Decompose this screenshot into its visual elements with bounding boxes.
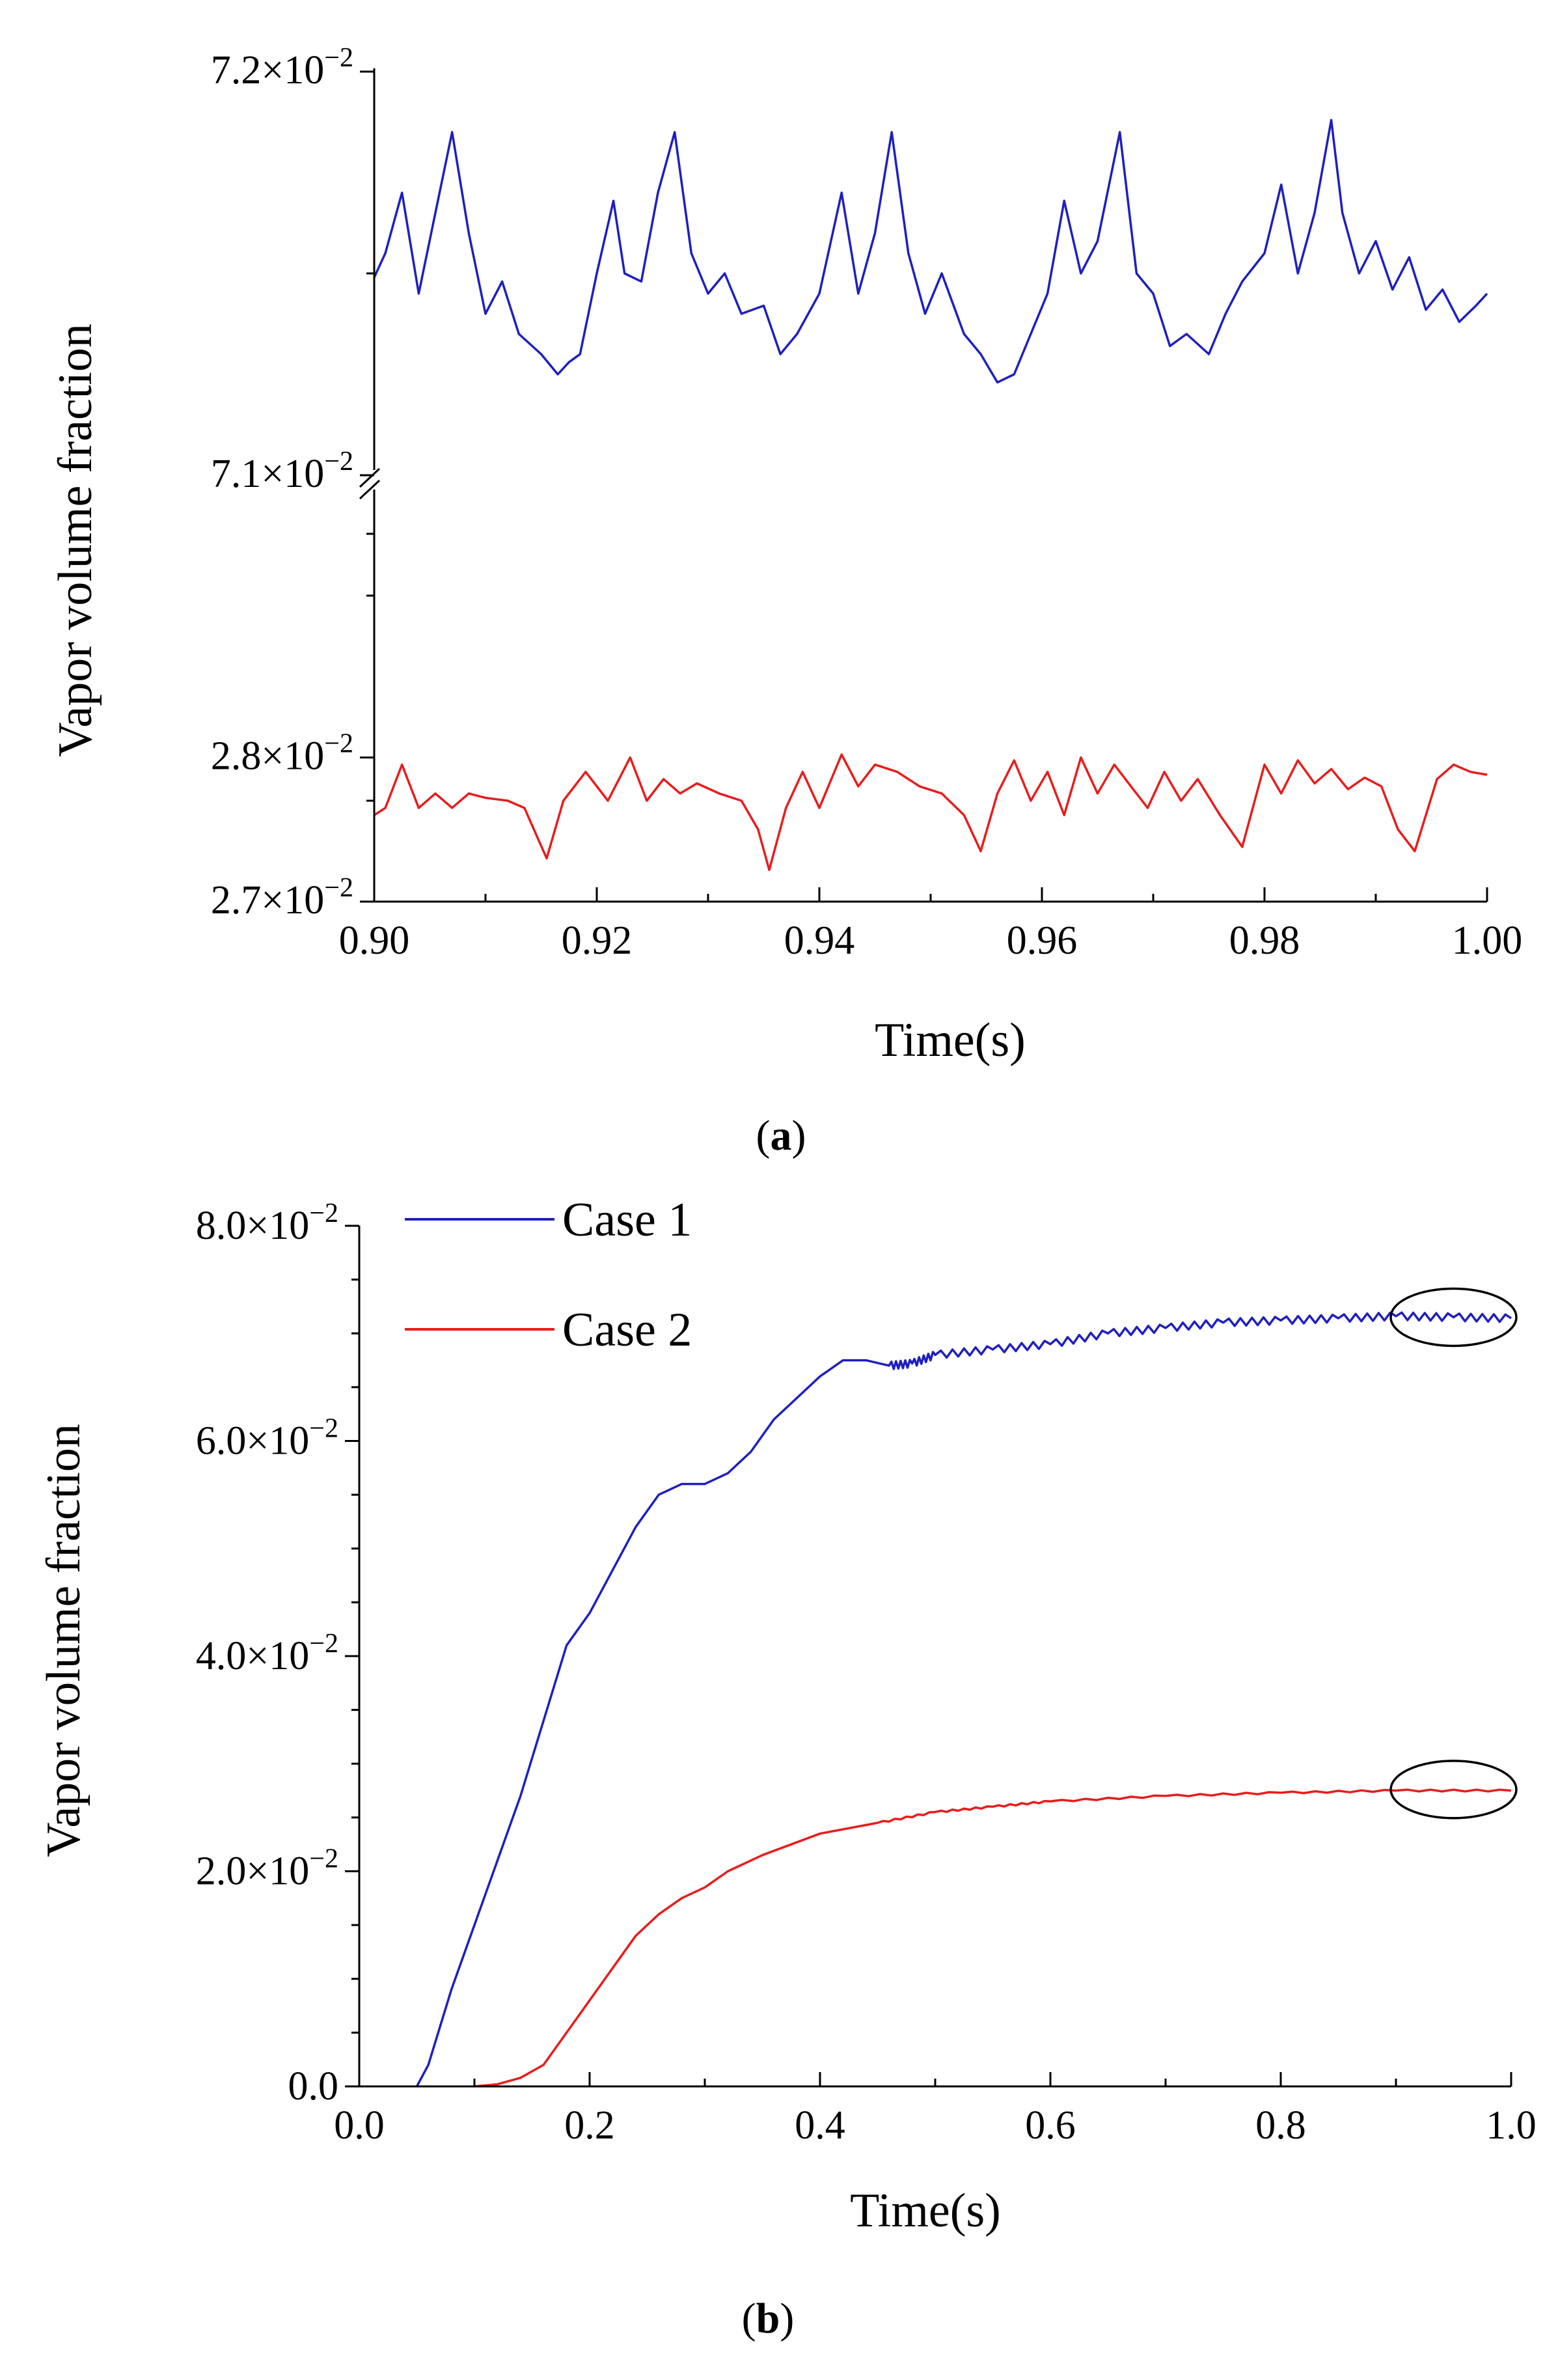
panel-a-x-tick-label: 0.98 — [1229, 919, 1300, 963]
panel-a-x-tick-label: 0.90 — [339, 919, 410, 963]
panel-a-x-tick-label: 0.94 — [784, 919, 855, 963]
panel-a-y-tick-label: 7.1×10−2 — [211, 447, 353, 496]
panel-b-highlight-ellipse-case-1 — [1389, 1287, 1518, 1348]
panel-a-series — [373, 118, 1488, 872]
panel-b-highlight-ellipse-case-2 — [1389, 1760, 1518, 1820]
panel-a-y-tick-label: 7.2×10−2 — [211, 43, 353, 92]
panel-a-axis-break-mark — [359, 479, 381, 500]
panel-b-series-case-2 — [474, 1788, 1512, 2088]
panel-a-x-axis-title: Time(s) — [875, 1014, 1026, 1067]
panel-b-x-tick-label: 0.4 — [795, 2103, 845, 2148]
panel-b-annotations — [1389, 1287, 1518, 1820]
panel-b-x-tick-label: 0.2 — [564, 2103, 615, 2148]
panel-a-axis-break-mark — [359, 467, 381, 488]
panel-b-caption: (b) — [742, 2295, 795, 2342]
panel-b-y-tick-label: 6.0×10−2 — [196, 1414, 338, 1463]
panel-b-x-tick-label: 1.0 — [1486, 2103, 1537, 2148]
panel-b-legend: Case 1 Case 2 — [405, 1193, 692, 1357]
panel-b-x-tick-label: 0.6 — [1025, 2103, 1076, 2148]
panel-a-caption: (a) — [756, 1112, 806, 1159]
panel-b-y-tick-label: 2.0×10−2 — [196, 1844, 338, 1894]
panel-a-y-tick-label: 2.7×10−2 — [211, 873, 353, 922]
panel-b: 0.0 0.2 0.4 0.6 0.8 1.0 0.0 2.0×10−2 4.0×10−2 6.0… — [37, 1193, 1537, 2342]
panel-a-axes: 0.90 0.92 0.94 0.96 0.98 1.00 7.2×10−2 7.1×10−2… — [211, 43, 1522, 963]
panel-b-x-tick-label: 0.0 — [334, 2103, 385, 2148]
panel-b-y-tick-label: 8.0×10−2 — [196, 1198, 338, 1248]
panel-a-x-tick-label: 0.96 — [1007, 919, 1078, 963]
panel-a-x-tick-label: 0.92 — [562, 919, 633, 963]
panel-a-y-tick-label: 2.8×10−2 — [211, 729, 353, 779]
panel-b-series — [415, 1311, 1512, 2088]
panel-b-x-tick-label: 0.8 — [1255, 2103, 1306, 2148]
panel-b-y-axis-title: Vapor volume fraction — [37, 1424, 90, 1857]
panel-b-y-tick-label: 4.0×10−2 — [196, 1629, 338, 1678]
panel-b-series-case-1 — [415, 1311, 1512, 2087]
panel-b-x-axis-title: Time(s) — [850, 2184, 1001, 2237]
panel-a: 0.90 0.92 0.94 0.96 0.98 1.00 7.2×10−2 7.1×10−2… — [49, 43, 1522, 1159]
panel-a-y-axis-title: Vapor volume fraction — [49, 324, 102, 757]
panel-a-series-case-1 — [373, 118, 1488, 384]
legend-label-case-1: Case 1 — [562, 1193, 692, 1247]
panel-b-axes: 0.0 0.2 0.4 0.6 0.8 1.0 0.0 2.0×10−2 4.0×10−2 6.0… — [196, 1198, 1537, 2148]
panel-a-x-tick-label: 1.00 — [1452, 919, 1523, 963]
legend-label-case-2: Case 2 — [562, 1303, 692, 1357]
panel-a-series-case-2 — [374, 753, 1488, 872]
panel-b-y-tick-label: 0.0 — [288, 2064, 339, 2109]
